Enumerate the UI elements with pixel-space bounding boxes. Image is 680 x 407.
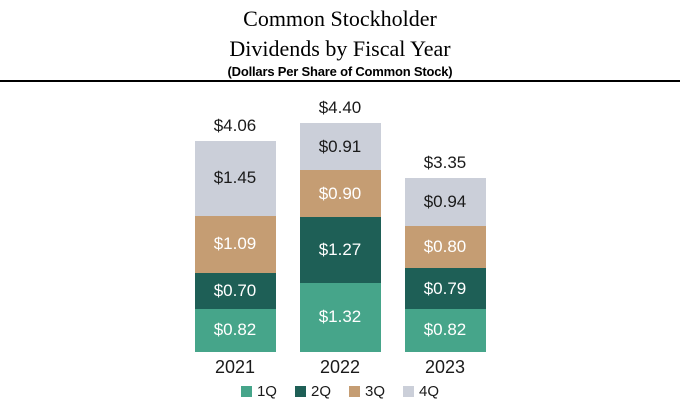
segment-1q-2021: $0.82: [194, 309, 276, 352]
bar-group-2022: $4.40 $0.91 $0.90 $1.27 $1.32 2022: [299, 97, 381, 378]
legend-label: 2Q: [310, 382, 331, 400]
legend-label: 4Q: [419, 382, 440, 400]
x-axis-label-2022: 2022: [319, 356, 361, 377]
segment-1q-2022: $1.32: [299, 283, 381, 352]
legend-swatch-icon: [240, 385, 252, 397]
segment-4q-2022: $0.91: [299, 123, 381, 171]
segment-2q-2022: $1.27: [299, 217, 381, 284]
bar-group-2021: $4.06 $1.45 $1.09 $0.70 $0.82 2021: [194, 115, 276, 378]
legend-swatch-icon: [403, 385, 415, 397]
bar-stack: $1.45 $1.09 $0.70 $0.82: [194, 140, 276, 352]
chart-header: Common Stockholder Dividends by Fiscal Y…: [0, 4, 680, 79]
legend-item-1q: 1Q: [240, 382, 277, 400]
segment-3q-2021: $1.09: [194, 216, 276, 273]
segment-4q-2023: $0.94: [404, 177, 486, 227]
chart-legend: 1Q 2Q 3Q 4Q: [0, 383, 680, 400]
segment-1q-2023: $0.82: [404, 309, 486, 352]
segment-2q-2021: $0.70: [194, 272, 276, 310]
header-divider-line: [0, 80, 680, 82]
legend-item-4q: 4Q: [403, 383, 439, 400]
segment-3q-2022: $0.90: [299, 170, 381, 218]
bar-stack: $0.91 $0.90 $1.27 $1.32: [299, 123, 381, 352]
segment-4q-2021: $1.45: [194, 140, 276, 217]
bar-total-label: $4.40: [318, 98, 362, 117]
legend-label: 3Q: [365, 382, 386, 400]
chart-title: Common Stockholder Dividends by Fiscal Y…: [229, 6, 451, 61]
x-axis-label-2021: 2021: [214, 356, 256, 377]
segment-2q-2023: $0.79: [404, 268, 486, 310]
bar-total-label: $3.35: [423, 152, 467, 172]
chart-subtitle: (Dollars Per Share of Common Stock): [227, 64, 453, 79]
legend-item-3q: 3Q: [349, 383, 385, 400]
bar-group-2023: $3.35 $0.94 $0.80 $0.79 $0.82 2023: [404, 152, 486, 378]
legend-label: 1Q: [256, 382, 277, 400]
bar-stack: $0.94 $0.80 $0.79 $0.82: [404, 177, 486, 352]
bar-total-label: $4.06: [213, 115, 257, 135]
legend-item-2q: 2Q: [294, 382, 331, 400]
legend-swatch-icon: [349, 385, 360, 397]
stacked-bar-chart: $4.06 $1.45 $1.09 $0.70 $0.82 2021 $4.40 $0.91 $…: [0, 82, 680, 400]
legend-swatch-icon: [294, 385, 306, 397]
bars-container: $4.06 $1.45 $1.09 $0.70 $0.82 2021 $4.40 $0.91 $…: [0, 82, 680, 378]
x-axis-label-2023: 2023: [424, 356, 466, 377]
segment-3q-2023: $0.80: [404, 226, 486, 268]
